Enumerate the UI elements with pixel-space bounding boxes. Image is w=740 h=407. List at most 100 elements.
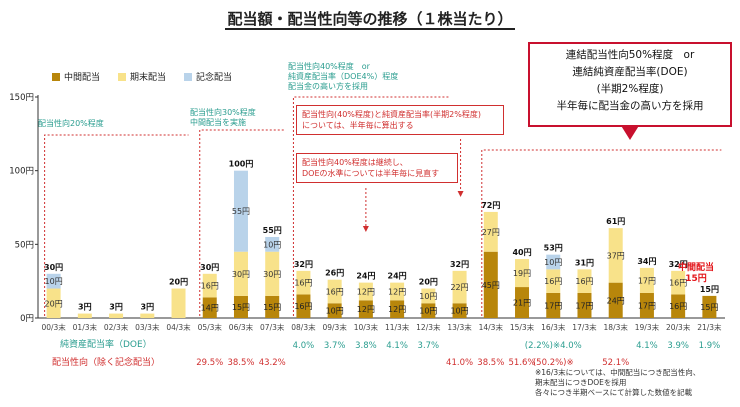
total-label: 30円 [44,263,63,272]
segment-label: 10円 [263,240,281,249]
segment-label: 27円 [482,228,500,237]
total-label: 32円 [669,260,688,269]
legend-label-interim: 中間配当 [64,73,101,83]
bar-segment [452,303,467,318]
segment-label: 21円 [513,299,531,308]
y-tick-label: 0円 [20,314,34,324]
x-tick-label: 00/3末 [41,322,66,332]
segment-label: 10円 [419,307,437,316]
x-tick-label: 18/3末 [604,322,629,332]
doe-value: 3.9% [667,341,689,351]
x-tick-label: 21/3末 [697,322,722,332]
bar-segment [140,313,155,318]
x-tick-label: 03/3末 [135,322,160,332]
total-label: 31円 [575,258,594,267]
segment-label: 17円 [575,301,593,310]
bar-segment [608,282,623,318]
segment-label: 16円 [326,287,344,296]
total-label: 100円 [229,160,254,169]
x-tick-label: 20/3末 [666,322,691,332]
footnote: ※16/3末については、中間配当につき配当性向、 期末配当につきDOEを採用 各… [535,368,701,397]
segment-label: 16円 [575,277,593,286]
total-label: 20円 [169,278,188,287]
legend-swatch-final [118,72,127,81]
note-policy20: 配当性向20%程度 [38,119,104,128]
doe-value: 4.0% [293,341,315,351]
segment-label: 12円 [388,287,406,296]
interim-dividend-callout: 中間配当 15円 [678,263,715,284]
bar-segment [171,288,186,318]
bar-segment [639,292,654,318]
doe-row-label: 純資産配当率（DOE） [60,340,152,350]
policy-guide-line [199,129,285,316]
policy-highlight-box: 連結配当性向50%程度 or 連結純資産配当率(DOE) (半期2%程度) 半年… [528,42,732,127]
bar-segment [265,295,280,318]
chart-legend: 中間配当 期末配当 記念配当 [52,70,232,83]
y-tick-label: 100円 [9,167,34,177]
segment-label: 15円 [700,303,718,312]
chart-title: 配当額・配当性向等の推移（１株当たり） [225,10,515,30]
bar-segment [202,297,217,318]
total-label: 26円 [325,269,344,278]
total-label: 15円 [700,285,719,294]
total-label: 53円 [544,244,563,253]
bar-segment [577,269,592,293]
segment-label: 45円 [482,281,500,290]
x-tick-label: 15/3末 [510,322,535,332]
doe-value: 4.1% [386,341,408,351]
payout-value: 52.1% [602,358,629,368]
segment-label: 16円 [294,302,312,311]
x-tick-label: 06/3末 [229,322,254,332]
segment-label: 16円 [294,279,312,288]
x-tick-label: 14/3末 [479,322,504,332]
total-label: 3円 [109,303,123,312]
bar-segment [358,282,373,301]
segment-label: 16円 [669,302,687,311]
guide-arrow-head [457,191,464,197]
payout-row-label: 配当性向（除く記念配当） [52,358,161,368]
segment-label: 10円 [419,292,437,301]
legend-swatch-interim [52,72,60,81]
x-tick-label: 10/3末 [354,322,379,332]
segment-label: 22円 [450,283,468,292]
segment-label: 55円 [232,207,250,216]
bar-segment [515,259,530,288]
segment-label: 12円 [388,305,406,314]
bar-segment [671,270,686,295]
segment-label: 15円 [232,303,250,312]
total-label: 40円 [512,248,531,257]
bar-segment [702,295,717,318]
x-tick-label: 11/3末 [385,322,410,332]
x-tick-label: 04/3末 [166,322,191,332]
doe-value: 3.7% [418,341,440,351]
policy-guide-line [292,96,450,316]
policy-guide-line [44,134,189,316]
total-label: 3円 [78,303,92,312]
segment-label: 10円 [544,258,562,267]
segment-label: 16円 [544,277,562,286]
segment-label: 17円 [544,301,562,310]
segment-label: 10円 [326,307,344,316]
y-tick-label: 50円 [15,240,34,250]
total-label: 24円 [356,272,375,281]
doe-value: 1.9% [699,341,721,351]
x-tick-label: 02/3末 [104,322,129,332]
x-tick-label: 09/3末 [322,322,347,332]
bar-segment [202,273,217,298]
segment-label: 37円 [607,251,625,260]
x-tick-label: 07/3末 [260,322,285,332]
bar-segment [46,288,61,318]
x-tick-label: 16/3末 [541,322,566,332]
doe-value: 3.7% [324,341,346,351]
bar-segment [265,236,280,252]
bar-segment [296,294,311,318]
payout-value: 43.2% [259,358,286,368]
bar-segment [327,279,342,304]
doe-value: (2.2%)※4.0% [525,341,582,351]
x-tick-label: 12/3末 [416,322,441,332]
payout-value: (50.2%)※ [533,358,574,368]
guide-arrow-head [362,226,369,232]
payout-value: 41.0% [446,358,473,368]
bar-segment [265,251,280,296]
